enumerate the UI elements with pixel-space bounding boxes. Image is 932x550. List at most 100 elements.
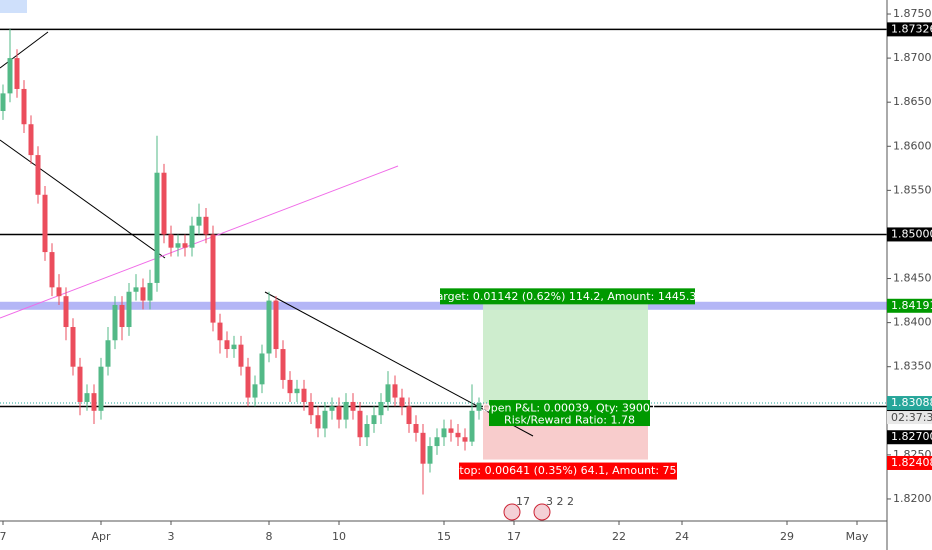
y-tick-label: 1.85500: [893, 183, 932, 196]
candle-body: [441, 428, 447, 438]
axis-price-label-bg: [887, 455, 932, 470]
x-tick-label: May: [846, 530, 869, 543]
trend-line: [0, 139, 166, 259]
pnl-label-text: Risk/Reward Ratio: 1.78: [504, 414, 635, 427]
x-tick-label: 7: [0, 530, 7, 543]
candle-body: [182, 243, 188, 248]
y-tick-label: 1.84500: [893, 272, 932, 285]
candle-body: [350, 401, 356, 411]
y-tick-label: 1.87500: [893, 7, 932, 20]
candle-body: [42, 194, 48, 253]
candle-body: [238, 344, 244, 367]
last-price-label-text: 1.83088: [891, 396, 932, 409]
support-band: [0, 301, 887, 310]
candle-body: [455, 432, 461, 438]
plot: [0, 28, 887, 495]
x-tick-label: 3: [168, 530, 175, 543]
candle-body: [154, 172, 160, 283]
candle-body: [0, 93, 6, 112]
candle-body: [420, 432, 426, 464]
candle-body: [315, 415, 321, 429]
candle-body: [231, 344, 237, 350]
candle-body: [119, 304, 125, 328]
candle-body: [196, 216, 202, 226]
candle-body: [224, 340, 230, 350]
countdown: 02:37:36: [891, 411, 932, 424]
level-price-label-text: 1.85000: [891, 227, 932, 240]
x-tick-label: Apr: [91, 530, 111, 543]
candle-body: [329, 406, 335, 411]
corner-widget: [0, 0, 27, 13]
candle-body: [126, 291, 132, 328]
axis-price-label: 1.82408: [887, 455, 932, 470]
candle-body: [476, 403, 482, 411]
candle-body: [252, 384, 258, 398]
candle-body: [287, 379, 293, 394]
axis-price-label: 1.82700: [887, 430, 932, 445]
candle-body: [7, 58, 13, 94]
candle-body: [112, 304, 118, 341]
candle-body: [28, 124, 34, 156]
axis-price-label-text: 1.82700: [891, 430, 932, 443]
candle-body: [133, 287, 139, 292]
x-tick-label: 15: [437, 530, 451, 543]
candle-body: [399, 397, 405, 407]
band-price-label-text: 1.84191: [891, 299, 932, 312]
level-price-label: 1.85000: [887, 227, 932, 242]
candle-body: [273, 300, 279, 350]
candle-body: [245, 366, 251, 398]
y-tick-label: 1.87000: [893, 51, 932, 64]
target-label-bg: [440, 288, 695, 305]
candle-body: [168, 234, 174, 248]
candle-body: [189, 225, 195, 248]
candle-body: [14, 58, 20, 89]
candle-body: [406, 406, 412, 425]
stop-label-text: Stop: 0.00641 (0.35%) 64.1, Amount: 750: [452, 464, 683, 477]
candle-body: [462, 437, 468, 442]
band-price-label: 1.84191: [887, 298, 932, 313]
band-price-label-bg: [887, 298, 932, 313]
candle-body: [448, 428, 454, 433]
candle-body: [371, 415, 377, 425]
axis-price-label-bg: [887, 430, 932, 445]
candle-body: [217, 322, 223, 341]
candle-body: [469, 410, 475, 442]
pnl-label-text: Open P&L: 0.00039, Qty: 39001: [482, 402, 657, 415]
target-label: Target: 0.01142 (0.62%) 114.2, Amount: 1…: [431, 288, 703, 305]
y-tick-label: 1.86000: [893, 139, 932, 152]
candle-body: [280, 349, 286, 380]
last-price-label: 1.83088: [887, 396, 932, 411]
candle-body: [259, 353, 265, 385]
candle-body: [21, 88, 27, 125]
candle-body: [364, 424, 370, 438]
candle-body: [343, 401, 349, 420]
candle-body: [427, 446, 433, 464]
candle-body: [378, 401, 384, 416]
candle-body: [385, 384, 391, 402]
level-price-label-bg: [887, 22, 932, 37]
level-price-label: 1.87326: [887, 22, 932, 37]
last-price-label-bg: [887, 396, 932, 411]
y-tick-label: 1.82000: [893, 492, 932, 505]
pnl-label-bg: [489, 400, 650, 427]
event-icon: [503, 503, 521, 521]
event-label: 17: [516, 495, 530, 508]
candle-body: [77, 366, 83, 402]
x-tick-label: 22: [612, 530, 626, 543]
x-tick-label: 10: [332, 530, 346, 543]
candle-body: [98, 366, 104, 411]
level-price-label-text: 1.87326: [891, 22, 932, 35]
candle-body: [322, 410, 328, 429]
candle-body: [91, 393, 97, 411]
candle-body: [49, 252, 55, 288]
candle-body: [63, 296, 69, 328]
axis-price-label-text: 1.82408: [891, 456, 932, 469]
candle-body: [147, 282, 153, 301]
trend-line: [264, 291, 534, 437]
candle-body: [175, 243, 181, 248]
event-icon: [533, 503, 551, 521]
candle-body: [413, 424, 419, 433]
level-price-label-bg: [887, 227, 932, 242]
candle-body: [336, 406, 342, 420]
